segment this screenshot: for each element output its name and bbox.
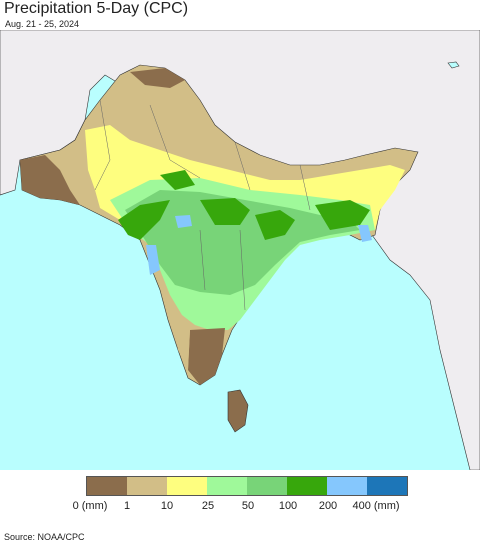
dry-west-region: [20, 155, 80, 205]
legend-tick-2: 10: [160, 500, 174, 512]
legend-tick-6: 200: [318, 500, 338, 512]
dry-south-1: [188, 328, 225, 385]
legend-swatch-1: [127, 477, 167, 495]
legend-swatch-4: [247, 477, 287, 495]
extreme-rain-2: [146, 245, 160, 275]
extreme-rain-1: [175, 215, 192, 228]
legend-tick-4: 50: [241, 500, 255, 512]
legend-tick-3: 25: [201, 500, 215, 512]
island: [447, 61, 460, 69]
very-heavy-rain-2: [160, 170, 195, 190]
south-tan: [175, 330, 190, 370]
legend-tick-7: 400 (mm): [352, 500, 400, 512]
internal-borders: [94, 99, 311, 311]
extreme-rain-3: [358, 225, 372, 242]
date-range: Aug. 21 - 25, 2024: [5, 19, 80, 29]
legend-swatch-0: [87, 477, 127, 495]
legend-tick-0: 0 (mm): [72, 500, 108, 512]
dry-north-region: [130, 68, 185, 88]
legend-swatch-5: [287, 477, 327, 495]
legend-tick-5: 100: [278, 500, 298, 512]
sri-lanka: [227, 389, 249, 433]
very-heavy-rain-3: [200, 198, 250, 225]
color-legend: [86, 476, 408, 496]
source-credit: Source: NOAA/CPC: [4, 532, 85, 542]
map-title: Precipitation 5-Day (CPC): [4, 0, 189, 17]
legend-swatch-7: [367, 477, 407, 495]
very-heavy-rain-5: [315, 200, 370, 230]
very-heavy-rain-1: [118, 200, 170, 240]
legend-swatch-6: [327, 477, 367, 495]
legend-tick-1: 1: [123, 500, 131, 512]
very-heavy-rain-4: [255, 210, 295, 240]
legend-swatch-3: [207, 477, 247, 495]
legend-swatch-2: [167, 477, 207, 495]
precipitation-map: [0, 30, 480, 470]
